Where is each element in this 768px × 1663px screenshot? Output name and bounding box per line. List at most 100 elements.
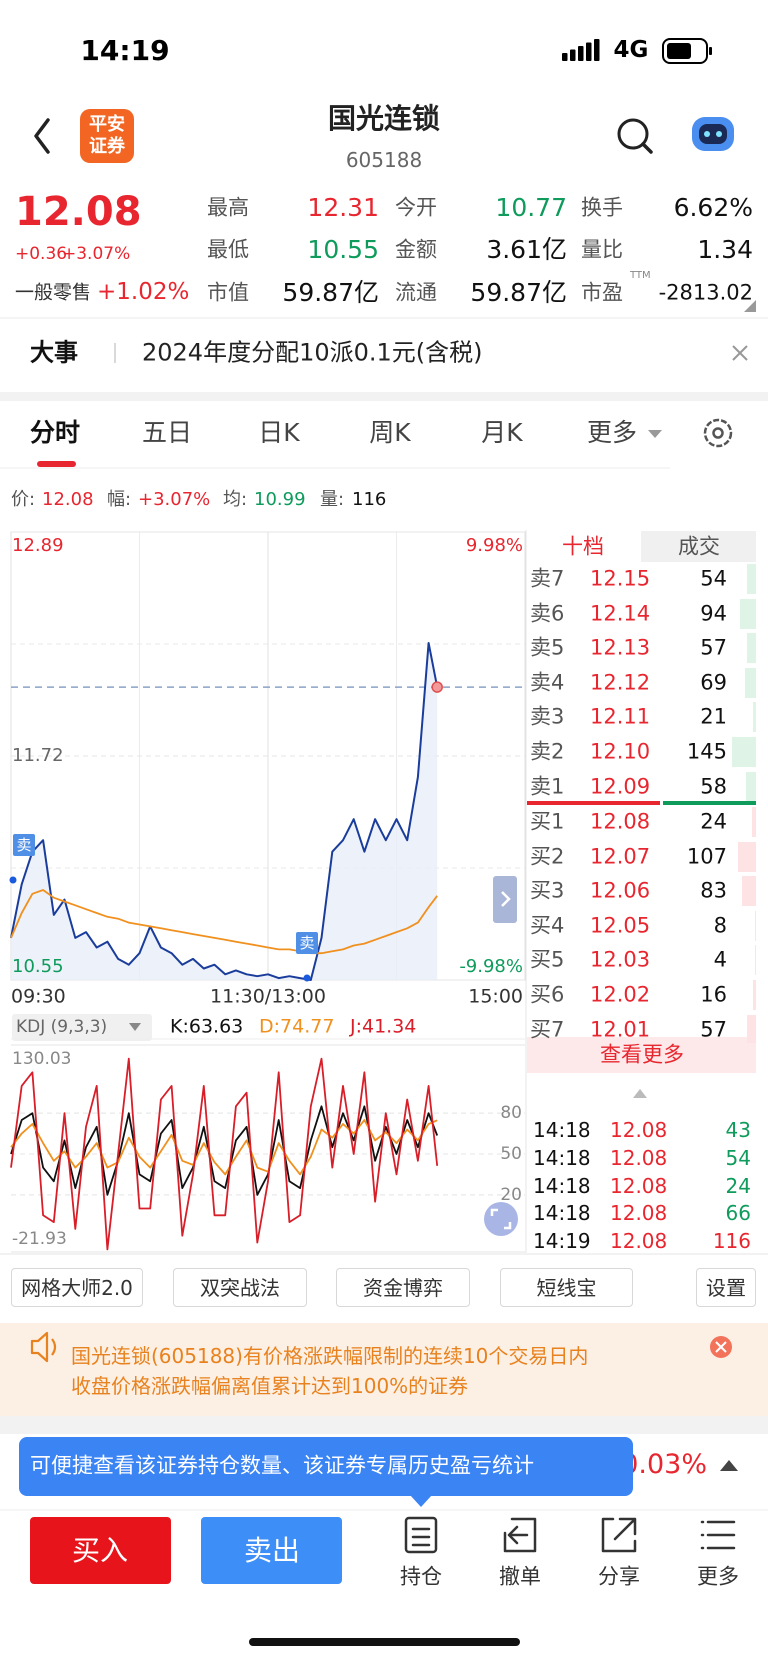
back-icon (34, 118, 50, 154)
signal-bar (586, 42, 592, 61)
book-level: 卖7 (530, 566, 565, 591)
summary-label: 价: (11, 489, 36, 511)
book-level: 买4 (530, 913, 565, 938)
search-icon (617, 118, 649, 150)
chart-tab[interactable]: 分时 (29, 418, 81, 447)
trade-price: 12.08 (610, 1201, 668, 1226)
corner-mark (744, 300, 756, 312)
book-volume: 21 (700, 704, 727, 729)
active-tab-indicator (37, 461, 76, 467)
battery (662, 38, 708, 64)
tool-button[interactable] (11, 1268, 143, 1307)
stat-value: 10.55 (307, 235, 379, 264)
fullscreen-button (484, 1202, 518, 1236)
chart-tab[interactable]: 五日 (141, 418, 193, 447)
legend-entry: K:63.63 (170, 1015, 244, 1038)
legend-entry: J:41.34 (350, 1015, 417, 1038)
y-tick-label: -21.93 (12, 1228, 67, 1249)
y2-tick-label: -9.98% (459, 956, 523, 978)
notice-text[interactable]: 2024年度分配10派0.1元(含税) (142, 338, 483, 367)
action-label[interactable]: 分享 (598, 1564, 640, 1589)
book-tab[interactable]: 成交 (678, 534, 720, 559)
y-tick-label: 50 (500, 1143, 522, 1164)
tool-label: 网格大师2.0 (21, 1276, 133, 1300)
volume-bar (746, 633, 756, 664)
action-label[interactable]: 撤单 (499, 1564, 541, 1589)
stat-label: 市盈 (581, 280, 623, 305)
book-price: 12.06 (590, 878, 651, 903)
pe-suffix: TTM (630, 270, 651, 281)
indicator-select[interactable]: KDJ (9,3,3) (16, 1016, 108, 1037)
book-level: 卖6 (530, 601, 565, 625)
action-label[interactable]: 持仓 (400, 1564, 442, 1589)
price-area (11, 643, 438, 980)
alert-text: 收盘价格涨跌幅偏离值累计达到100%的证券 (71, 1374, 469, 1398)
book-price: 12.01 (590, 1017, 651, 1041)
tool-button[interactable] (500, 1268, 633, 1307)
book-level: 买1 (530, 809, 565, 834)
volume-bar (752, 702, 756, 733)
book-tab[interactable]: 十档 (562, 534, 604, 559)
trade-price: 12.08 (610, 1145, 668, 1170)
marker-dot (303, 974, 311, 982)
assistant-eye (716, 131, 722, 137)
book-volume: 107 (686, 844, 727, 868)
y-tick-label: 20 (500, 1184, 522, 1205)
more-button[interactable] (527, 1037, 756, 1073)
alert-bg (0, 1323, 768, 1416)
action-label[interactable]: 更多 (697, 1564, 739, 1589)
stat-value: 3.61亿 (486, 235, 567, 264)
volume-bar (732, 737, 756, 767)
volume-bar (738, 841, 756, 872)
sell-button[interactable] (201, 1517, 342, 1584)
trade-volume: 24 (725, 1173, 751, 1198)
series-line (10, 1057, 439, 1251)
book-level: 买6 (530, 982, 565, 1007)
y-tick-label: 12.89 (12, 535, 64, 557)
book-level: 卖3 (530, 704, 565, 729)
trade-time: 14:18 (533, 1145, 591, 1170)
volume-bar (740, 598, 756, 629)
trade-volume: 43 (725, 1118, 751, 1142)
trade-marker-bg (13, 834, 35, 856)
cancel-icon (503, 1517, 537, 1553)
x-tick-label: 15:00 (468, 985, 523, 1008)
trade-time: 14:18 (533, 1201, 591, 1226)
settings-icon (712, 427, 724, 439)
logo-text: 证券 (89, 136, 125, 158)
book-price: 12.08 (590, 809, 651, 834)
trade-volume: 116 (712, 1229, 751, 1254)
book-price: 12.03 (590, 947, 651, 972)
volume-bar (742, 876, 756, 907)
y2-tick-label: 9.98% (465, 535, 523, 557)
book-price: 12.07 (590, 844, 651, 868)
position-pct: 0.03% (621, 1448, 707, 1480)
collapse-icon (633, 1089, 647, 1098)
tool-label: 设置 (706, 1276, 746, 1300)
tool-button[interactable] (696, 1268, 756, 1307)
last-price-dot (431, 681, 443, 693)
trade-price: 12.08 (610, 1173, 668, 1198)
signal-bar (578, 46, 584, 61)
chart-tab[interactable]: 周K (369, 418, 411, 447)
volume-bar (746, 771, 756, 802)
tool-label: 双突战法 (200, 1276, 280, 1300)
book-level: 买7 (530, 1017, 565, 1041)
chart-tab[interactable]: 日K (258, 418, 300, 447)
tool-button[interactable] (336, 1268, 470, 1307)
chart-tab[interactable]: 月K (481, 418, 523, 447)
search-icon (641, 142, 653, 154)
book-volume: 8 (713, 913, 727, 938)
stat-value: 59.87亿 (470, 278, 567, 307)
chart-tab[interactable]: 更多 (586, 418, 638, 447)
book-volume: 57 (700, 1017, 727, 1041)
y-tick-label: 130.03 (12, 1048, 72, 1069)
buy-button[interactable] (30, 1517, 171, 1584)
tool-button[interactable] (173, 1268, 307, 1307)
book-level: 买2 (530, 844, 565, 868)
book-volume: 57 (700, 635, 727, 660)
spread-bar-green (663, 801, 756, 805)
book-price: 12.10 (590, 739, 651, 764)
indicator-select-bg[interactable] (12, 1014, 152, 1041)
legend-entry: D:74.77 (259, 1015, 335, 1038)
